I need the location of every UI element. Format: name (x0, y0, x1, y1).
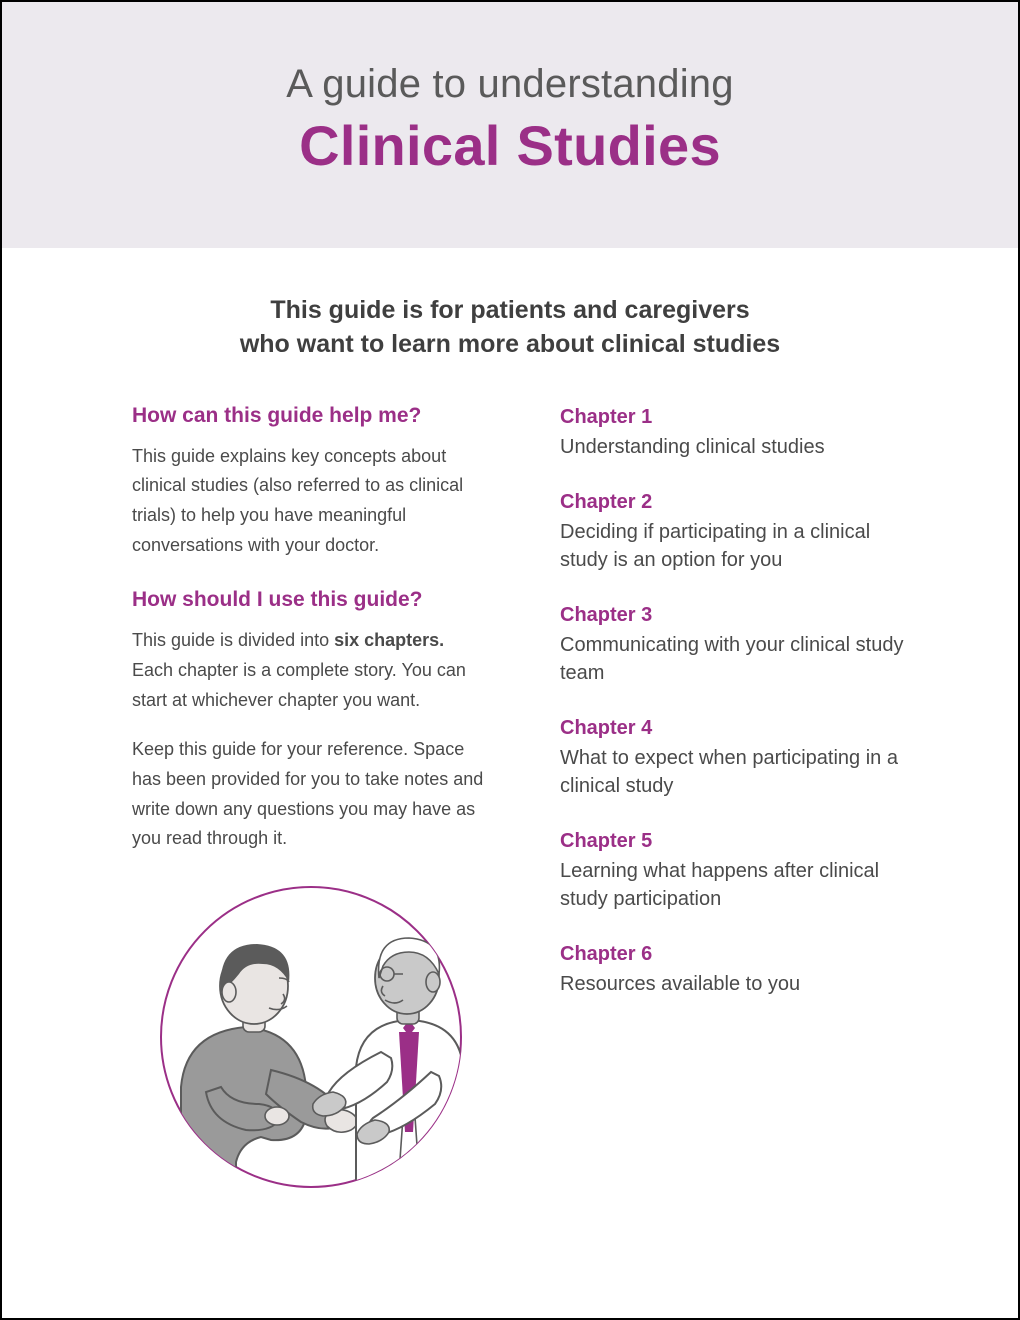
chapter-item: Chapter 3 Communicating with your clinic… (560, 604, 918, 687)
chapter-desc: Learning what happens after clinical stu… (560, 857, 918, 913)
q2-body-a-pre: This guide is divided into (132, 630, 334, 650)
chapter-item: Chapter 2 Deciding if participating in a… (560, 491, 918, 574)
chapter-desc: Understanding clinical studies (560, 433, 918, 461)
left-column: How can this guide help me? This guide e… (132, 404, 490, 1193)
intro-line1: This guide is for patients and caregiver… (62, 294, 958, 328)
chapter-item: Chapter 6 Resources available to you (560, 943, 918, 998)
chapter-desc: What to expect when participating in a c… (560, 744, 918, 800)
q2-body-a: This guide is divided into six chapters.… (132, 626, 490, 715)
hero-title-line1: A guide to understanding (42, 62, 978, 107)
chapter-title: Chapter 3 (560, 604, 918, 627)
chapter-title: Chapter 5 (560, 830, 918, 853)
chapter-title: Chapter 4 (560, 717, 918, 740)
q2-body-b: Keep this guide for your reference. Spac… (132, 735, 490, 854)
chapter-desc: Resources available to you (560, 970, 918, 998)
chapter-title: Chapter 2 (560, 491, 918, 514)
chapter-item: Chapter 4 What to expect when participat… (560, 717, 918, 800)
q1-body: This guide explains key concepts about c… (132, 442, 490, 561)
illustration-container (132, 882, 490, 1192)
chapter-item: Chapter 5 Learning what happens after cl… (560, 830, 918, 913)
right-column: Chapter 1 Understanding clinical studies… (560, 404, 918, 1193)
q2-body-a-post: Each chapter is a complete story. You ca… (132, 660, 466, 710)
q2-body-a-bold: six chapters. (334, 630, 444, 650)
hero-banner: A guide to understanding Clinical Studie… (2, 2, 1018, 248)
intro-block: This guide is for patients and caregiver… (2, 248, 1018, 372)
q1-heading: How can this guide help me? (132, 404, 490, 428)
hero-title-line2: Clinical Studies (42, 113, 978, 178)
chapter-desc: Communicating with your clinical study t… (560, 631, 918, 687)
q2-heading: How should I use this guide? (132, 588, 490, 612)
chapter-item: Chapter 1 Understanding clinical studies (560, 406, 918, 461)
chapter-title: Chapter 1 (560, 406, 918, 429)
chapter-title: Chapter 6 (560, 943, 918, 966)
patient-doctor-illustration-icon (151, 882, 471, 1192)
chapter-desc: Deciding if participating in a clinical … (560, 518, 918, 574)
intro-line2: who want to learn more about clinical st… (62, 328, 958, 362)
content-columns: How can this guide help me? This guide e… (2, 372, 1018, 1193)
page: A guide to understanding Clinical Studie… (0, 0, 1020, 1320)
